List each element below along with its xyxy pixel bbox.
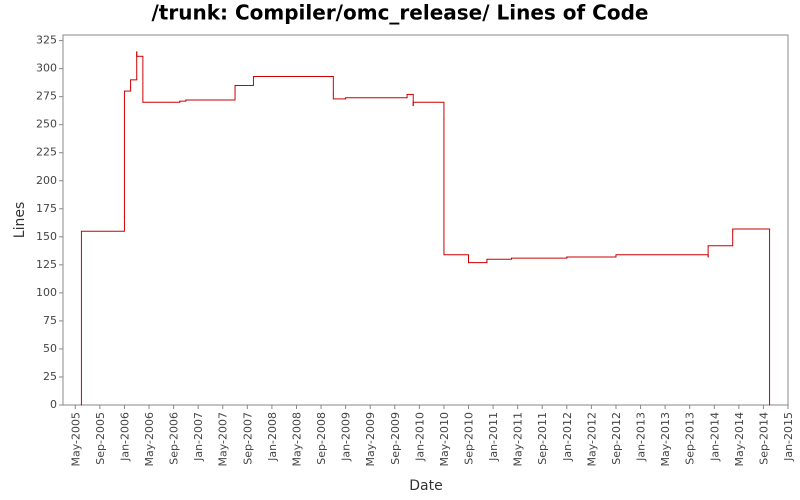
x-tick-label: Sep-2009: [389, 412, 402, 465]
x-axis-title: Date: [409, 478, 442, 494]
y-tick-label: 200: [36, 174, 57, 187]
x-tick-label: Sep-2014: [757, 412, 770, 465]
y-tick-label: 150: [36, 230, 57, 243]
x-tick-label: Jan-2014: [708, 412, 721, 462]
y-tick-label: 125: [36, 258, 57, 271]
x-tick-label: Jan-2006: [118, 412, 131, 462]
x-tick-label: Sep-2007: [241, 412, 254, 465]
y-tick-label: 75: [43, 314, 57, 327]
x-tick-label: Jan-2012: [561, 412, 574, 462]
y-tick-label: 325: [36, 34, 57, 47]
x-tick-label: Jan-2008: [266, 412, 279, 462]
x-tick-label: May-2007: [217, 412, 230, 467]
y-tick-label: 175: [36, 202, 57, 215]
x-tick-label: Jan-2007: [192, 412, 205, 462]
x-tick-label: May-2005: [69, 412, 82, 467]
x-tick-label: Jan-2009: [340, 412, 353, 462]
x-tick-label: May-2006: [143, 412, 156, 467]
plot-area: [62, 34, 789, 406]
x-tick-label: Jan-2013: [635, 412, 648, 462]
x-tick-label: May-2009: [364, 412, 377, 467]
x-tick-label: May-2012: [585, 412, 598, 467]
y-tick-label: 225: [36, 146, 57, 159]
x-tick-label: Sep-2013: [684, 412, 697, 465]
x-tick-label: May-2014: [733, 412, 746, 467]
y-tick-label: 100: [36, 286, 57, 299]
x-tick-label: Sep-2011: [536, 412, 549, 465]
x-tick-label: Sep-2012: [610, 412, 623, 465]
x-tick-label: Jan-2011: [487, 412, 500, 462]
x-tick-label: Sep-2005: [94, 412, 107, 465]
x-tick-label: May-2010: [438, 412, 451, 467]
x-tick-label: Jan-2010: [413, 412, 426, 462]
x-tick-label: Jan-2015: [782, 412, 795, 462]
y-tick-label: 275: [36, 90, 57, 103]
y-tick-label: 300: [36, 62, 57, 75]
y-tick-label: 25: [43, 370, 57, 383]
x-tick-label: Sep-2006: [168, 412, 181, 465]
x-tick-label: May-2008: [290, 412, 303, 467]
y-axis-title: Lines: [12, 202, 28, 238]
x-tick-label: Sep-2010: [463, 412, 476, 465]
y-tick-label: 250: [36, 118, 57, 131]
x-tick-label: May-2011: [512, 412, 525, 467]
x-tick-label: Sep-2008: [315, 412, 328, 465]
chart-title: /trunk: Compiler/omc_release/ Lines of C…: [152, 1, 649, 25]
x-tick-label: May-2013: [659, 412, 672, 467]
y-tick-label: 50: [43, 342, 57, 355]
y-tick-label: 0: [50, 398, 57, 411]
